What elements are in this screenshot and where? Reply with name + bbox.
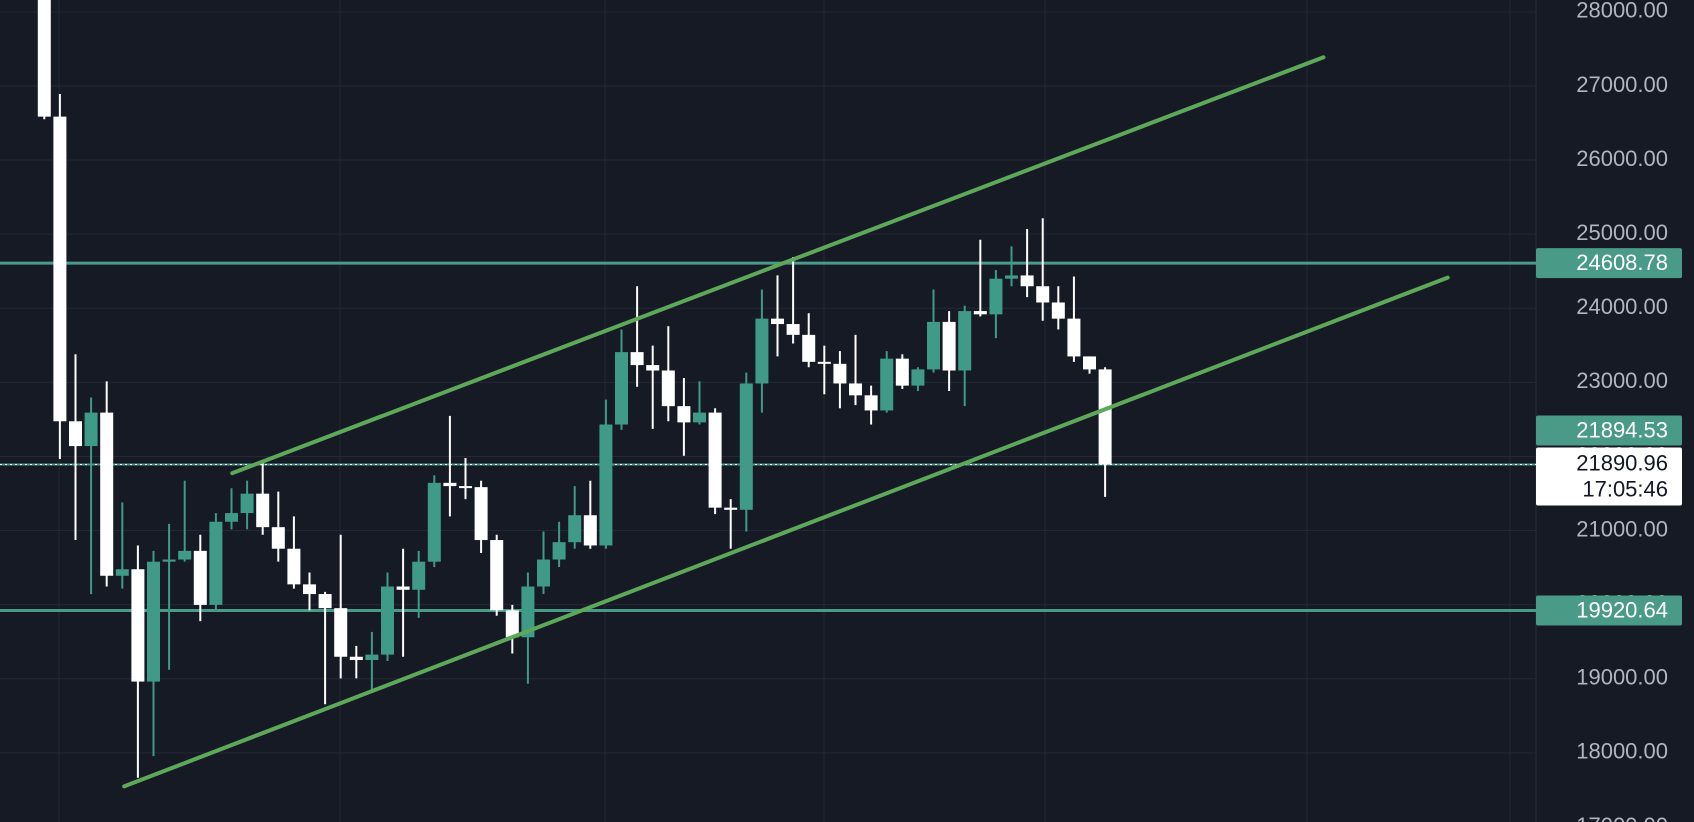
- candle-body: [583, 515, 597, 546]
- y-tick-label: 26000.00: [1576, 146, 1668, 171]
- trend-line: [230, 55, 1326, 476]
- price-label-box: [1536, 595, 1682, 626]
- candle-body: [646, 365, 660, 371]
- candle-body: [849, 383, 863, 396]
- candle-body: [1036, 286, 1050, 303]
- candle-body: [162, 559, 176, 562]
- candle-body: [256, 493, 270, 528]
- candle-body: [459, 486, 473, 489]
- candle-body: [131, 569, 145, 682]
- candle-body: [1067, 318, 1081, 357]
- candle-body: [942, 321, 956, 371]
- price-label: 19920.64: [1576, 597, 1668, 622]
- candle-body: [958, 311, 972, 371]
- candle-body: [53, 116, 67, 422]
- candle-body: [989, 278, 1003, 315]
- y-tick-label: 18000.00: [1576, 739, 1668, 764]
- y-tick-label: 21000.00: [1576, 516, 1668, 541]
- candle-body: [677, 406, 691, 423]
- y-tick-label: 24000.00: [1576, 294, 1668, 319]
- candle-body: [443, 482, 457, 487]
- candle-body: [833, 363, 847, 384]
- candle-body: [895, 358, 909, 386]
- candle-body: [193, 550, 207, 605]
- candle-body: [37, 0, 51, 117]
- candle-body: [271, 527, 285, 549]
- candle-body: [1098, 369, 1112, 465]
- candle-body: [115, 569, 129, 576]
- offset-label-box: [1536, 415, 1682, 446]
- candle-body: [568, 515, 582, 543]
- candle-body: [240, 493, 254, 514]
- candle-body: [724, 507, 738, 510]
- candle-body: [771, 318, 785, 325]
- candle-body: [1051, 302, 1065, 319]
- y-tick-label: 25000.00: [1576, 220, 1668, 245]
- y-tick-label: 28000.00: [1576, 0, 1668, 23]
- candle-body: [864, 395, 878, 411]
- candle-body: [287, 548, 301, 585]
- candle-body: [381, 586, 395, 655]
- y-tick-label: 17000.00: [1576, 813, 1668, 822]
- y-tick-label: 23000.00: [1576, 368, 1668, 393]
- candle-body: [786, 324, 800, 335]
- candle-body: [1020, 275, 1034, 287]
- candle-body: [1005, 275, 1019, 279]
- price-label: 24608.78: [1576, 250, 1668, 275]
- candle-body: [911, 369, 925, 386]
- candle-body: [1083, 356, 1097, 370]
- countdown-label: 17:05:46: [1582, 476, 1668, 501]
- candle-body: [209, 521, 223, 605]
- candle-body: [927, 321, 941, 370]
- candle-body: [708, 412, 722, 508]
- candle-body: [630, 352, 644, 366]
- last-price-label: 21890.96: [1576, 450, 1668, 475]
- candle-body: [303, 584, 317, 595]
- candle-body: [412, 561, 426, 590]
- candle-body: [755, 318, 769, 384]
- candle-body: [396, 586, 410, 590]
- candle-body: [505, 610, 519, 638]
- candle-body: [802, 334, 816, 362]
- candle-body: [100, 412, 114, 576]
- candle-body: [521, 586, 535, 638]
- candle-body: [178, 550, 192, 560]
- price-label-box: [1536, 248, 1682, 279]
- candle-body: [427, 482, 441, 562]
- candle-body: [349, 656, 363, 661]
- candle-body: [552, 542, 566, 560]
- candle-body: [224, 513, 238, 522]
- candle-body: [693, 412, 707, 423]
- candles: [37, 0, 1112, 778]
- candle-body: [537, 559, 551, 587]
- offset-label: 21894.53: [1576, 417, 1668, 442]
- last-price-box: [1536, 447, 1682, 506]
- trend-line: [122, 275, 1450, 789]
- candle-body: [739, 383, 753, 510]
- candle-body: [599, 424, 613, 546]
- candle-body: [973, 311, 987, 315]
- candle-body: [474, 487, 488, 541]
- y-tick-label: 19000.00: [1576, 665, 1668, 690]
- candle-body: [490, 540, 504, 611]
- candle-body: [146, 561, 160, 682]
- candle-body: [615, 352, 629, 425]
- candle-body: [84, 412, 98, 447]
- candle-body: [68, 421, 82, 447]
- candle-body: [661, 370, 675, 407]
- candle-body: [880, 358, 894, 411]
- y-tick-label: 27000.00: [1576, 72, 1668, 97]
- candle-body: [334, 608, 348, 657]
- candle-body: [318, 594, 332, 609]
- candle-body: [817, 361, 831, 364]
- candle-body: [365, 654, 379, 661]
